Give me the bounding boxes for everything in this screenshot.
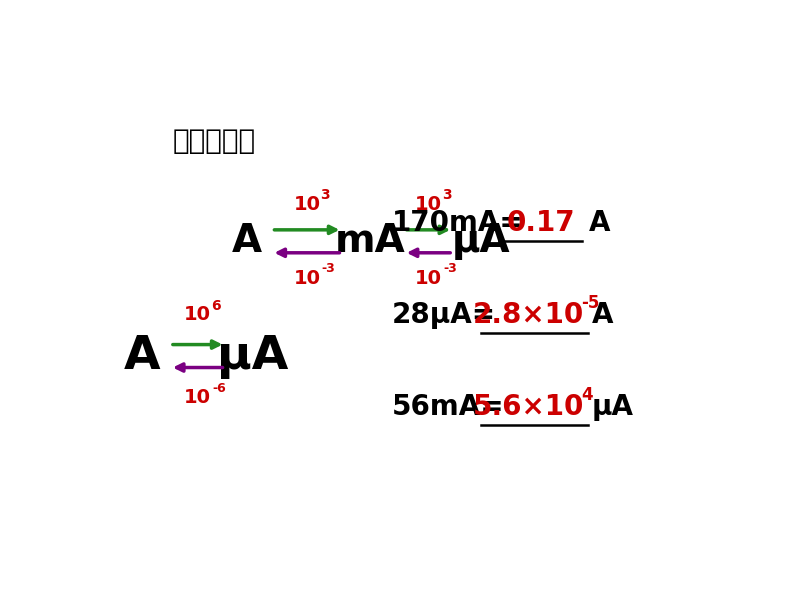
Text: 3: 3	[321, 188, 330, 203]
Text: 0.17: 0.17	[507, 209, 575, 237]
Text: 10: 10	[415, 195, 442, 214]
Text: 6: 6	[211, 299, 221, 312]
Text: 单位换算：: 单位换算：	[173, 126, 256, 154]
Text: 2.8×10: 2.8×10	[473, 301, 584, 329]
Text: 4: 4	[580, 386, 592, 404]
Text: 3: 3	[442, 188, 452, 203]
Text: 10: 10	[184, 305, 211, 324]
Text: 10: 10	[184, 388, 211, 407]
Text: 10: 10	[294, 195, 321, 214]
Text: A: A	[592, 301, 613, 329]
Text: 10: 10	[415, 269, 442, 287]
Text: -5: -5	[580, 294, 599, 312]
Text: μA: μA	[218, 334, 289, 378]
Text: mA: mA	[334, 222, 406, 260]
Text: A: A	[232, 222, 262, 260]
Text: 28μA=: 28μA=	[391, 301, 495, 329]
Text: -6: -6	[212, 381, 226, 395]
Text: μA: μA	[592, 393, 634, 421]
Text: 10: 10	[294, 269, 321, 287]
Text: A: A	[124, 334, 160, 378]
Text: 56mA=: 56mA=	[391, 393, 504, 421]
Text: -3: -3	[443, 262, 457, 275]
Text: μA: μA	[452, 222, 510, 260]
Text: 170mA=: 170mA=	[391, 209, 523, 237]
Text: -3: -3	[322, 262, 335, 275]
Text: 5.6×10: 5.6×10	[472, 393, 584, 421]
Text: A: A	[588, 209, 610, 237]
